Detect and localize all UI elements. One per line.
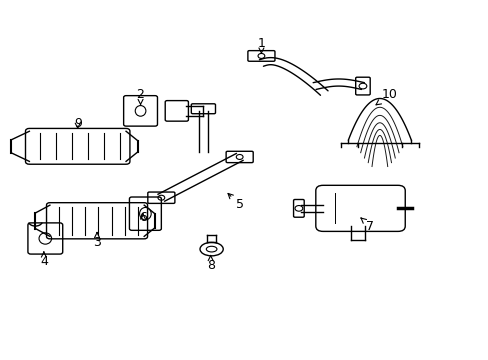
Text: 2: 2: [136, 89, 144, 104]
Text: 7: 7: [360, 218, 373, 233]
Text: 8: 8: [206, 256, 214, 271]
Text: 9: 9: [74, 117, 81, 130]
Text: 1: 1: [257, 37, 265, 53]
Text: 4: 4: [40, 252, 48, 268]
Text: 6: 6: [139, 211, 146, 224]
Text: 5: 5: [227, 193, 243, 211]
Text: 10: 10: [375, 89, 397, 105]
Text: 3: 3: [93, 233, 101, 248]
